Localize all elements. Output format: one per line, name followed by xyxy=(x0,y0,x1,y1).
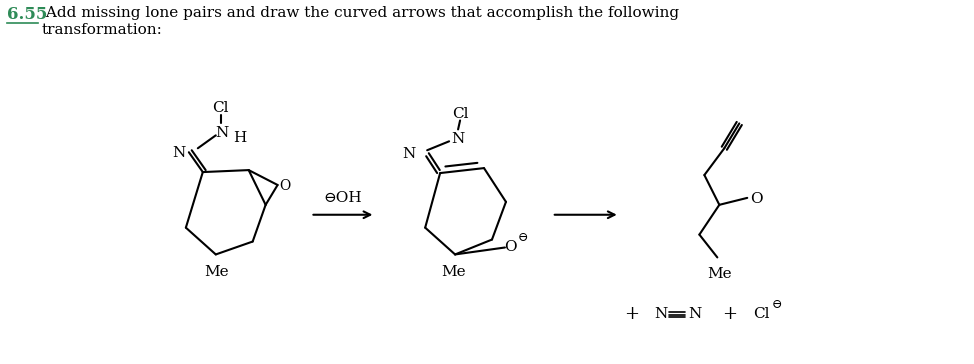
Text: Cl: Cl xyxy=(212,100,229,115)
Text: H: H xyxy=(233,131,246,145)
Text: +: + xyxy=(722,305,736,323)
Text: Cl: Cl xyxy=(753,307,769,321)
Text: O: O xyxy=(279,179,290,193)
Text: Me: Me xyxy=(205,265,229,279)
Text: N: N xyxy=(402,147,416,161)
Text: O: O xyxy=(505,241,517,254)
Text: N: N xyxy=(172,146,185,160)
Text: N: N xyxy=(452,132,465,146)
Text: Add missing lone pairs and draw the curved arrows that accomplish the following
: Add missing lone pairs and draw the curv… xyxy=(41,6,680,36)
Text: Cl: Cl xyxy=(452,107,468,120)
Text: O: O xyxy=(750,192,763,206)
Text: Me: Me xyxy=(707,267,731,281)
Text: 6.55: 6.55 xyxy=(8,6,48,23)
Text: N: N xyxy=(688,307,701,321)
Text: ⊖: ⊖ xyxy=(772,297,782,310)
Text: Me: Me xyxy=(441,265,466,279)
Text: ⊖: ⊖ xyxy=(517,231,528,244)
Text: N: N xyxy=(215,126,228,141)
Text: ⊖OH: ⊖OH xyxy=(323,191,361,205)
Text: N: N xyxy=(654,307,667,321)
Text: +: + xyxy=(624,305,639,323)
